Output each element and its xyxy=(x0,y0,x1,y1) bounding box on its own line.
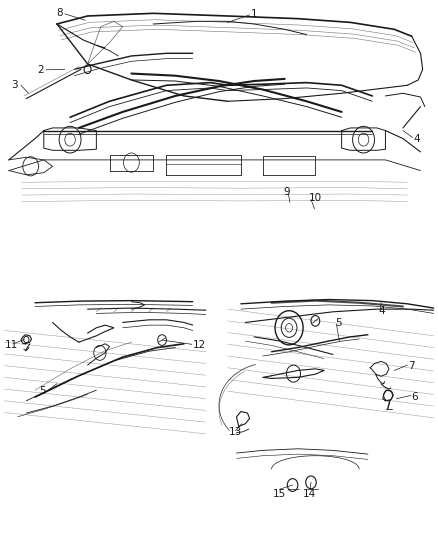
Text: 3: 3 xyxy=(11,80,18,90)
Text: 14: 14 xyxy=(303,489,316,499)
Text: 1: 1 xyxy=(251,9,257,19)
Text: 4: 4 xyxy=(379,306,385,316)
Text: 2: 2 xyxy=(37,65,44,75)
Text: 11: 11 xyxy=(5,340,18,350)
Text: 9: 9 xyxy=(284,187,290,197)
Text: 15: 15 xyxy=(272,489,286,499)
Text: 8: 8 xyxy=(56,9,63,18)
Text: 13: 13 xyxy=(229,427,242,437)
Text: 5: 5 xyxy=(39,386,46,396)
Text: 6: 6 xyxy=(412,392,418,401)
Text: 7: 7 xyxy=(408,361,415,371)
Text: 4: 4 xyxy=(413,134,420,143)
Text: 12: 12 xyxy=(193,341,206,350)
Text: 5: 5 xyxy=(335,318,342,328)
Text: 10: 10 xyxy=(309,193,322,203)
